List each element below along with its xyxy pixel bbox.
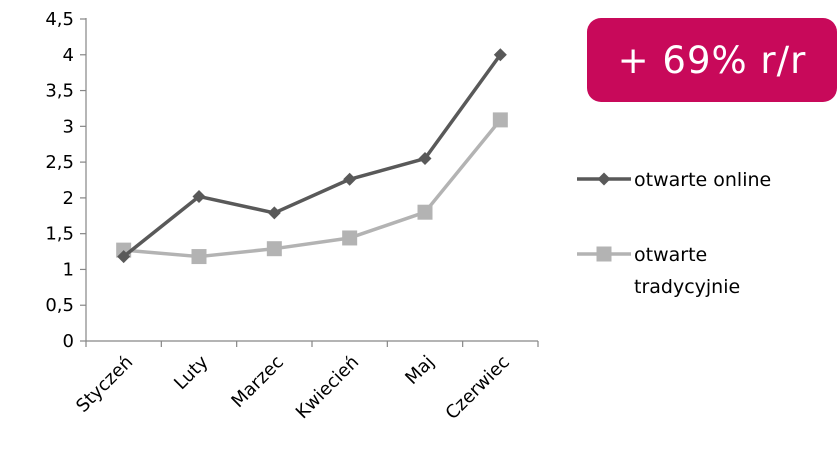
chart-series <box>116 48 508 265</box>
growth-badge-text: + 69% r/r <box>617 38 807 82</box>
x-tick-label: Styczeń <box>72 352 137 417</box>
x-tick-label: Luty <box>170 351 213 394</box>
legend-label: otwarte <box>634 244 707 266</box>
x-axis-ticks: Styczeń Luty Marzec Kwiecień Maj Czerwiec <box>72 341 539 424</box>
growth-badge: + 69% r/r <box>587 18 837 102</box>
y-axis-ticks: 0 0,5 1 1,5 2 2,5 3 3,5 4 4,5 <box>45 9 86 352</box>
series-0 <box>117 48 507 264</box>
data-point <box>492 112 508 128</box>
series-line <box>122 53 502 258</box>
y-tick-label: 1 <box>63 259 74 280</box>
y-tick-label: 1,5 <box>45 224 74 245</box>
legend-label: tradycyjnie <box>634 276 740 298</box>
data-point <box>267 206 281 220</box>
data-point <box>342 230 358 246</box>
legend-label: otwarte online <box>634 169 771 191</box>
legend-marker <box>596 246 612 262</box>
x-tick-label: Kwiecień <box>292 352 363 423</box>
y-tick-label: 0,5 <box>45 295 74 316</box>
y-tick-label: 2 <box>63 188 74 209</box>
series-1 <box>116 112 508 265</box>
y-tick-label: 4 <box>63 45 74 66</box>
chart-legend: otwarte online otwarte tradycyjnie <box>577 169 771 298</box>
data-point <box>191 249 207 265</box>
y-tick-label: 0 <box>63 331 74 352</box>
x-tick-label: Czerwiec <box>442 352 514 424</box>
data-point <box>418 152 432 166</box>
legend-entry-1: otwarte tradycyjnie <box>577 244 740 298</box>
series-line <box>123 118 502 259</box>
legend-entry-0: otwarte online <box>577 169 771 191</box>
data-point <box>266 241 282 257</box>
y-tick-label: 4,5 <box>45 9 74 30</box>
data-point <box>117 250 131 264</box>
legend-marker <box>597 172 611 186</box>
data-point <box>493 48 507 62</box>
y-tick-label: 3 <box>63 116 74 137</box>
y-tick-label: 2,5 <box>45 152 74 173</box>
data-point <box>343 172 357 186</box>
data-point <box>192 189 206 203</box>
x-tick-label: Marzec <box>227 352 287 412</box>
data-point <box>417 204 433 220</box>
y-tick-label: 3,5 <box>45 81 74 102</box>
x-tick-label: Maj <box>401 352 438 389</box>
chart-axes <box>85 18 538 342</box>
